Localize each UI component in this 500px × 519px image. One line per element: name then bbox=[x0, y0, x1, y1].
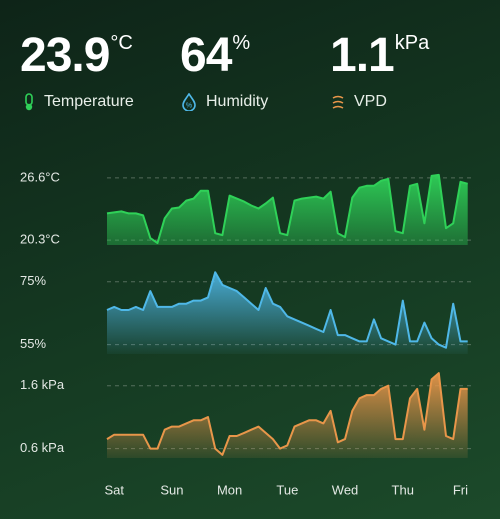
x-tick-label: Mon bbox=[217, 482, 242, 497]
y-tick-label: 1.6 kPa bbox=[20, 377, 65, 392]
y-tick-label: 75% bbox=[20, 273, 46, 288]
area bbox=[107, 373, 468, 458]
legend-item: % Humidity bbox=[180, 93, 268, 111]
stat-value: 1.1 bbox=[330, 29, 395, 82]
x-tick-label: Tue bbox=[276, 482, 298, 497]
stat: 64% bbox=[180, 28, 250, 83]
x-tick-label: Sun bbox=[160, 482, 183, 497]
legend-item: VPD bbox=[330, 93, 387, 111]
y-tick-label: 0.6 kPa bbox=[20, 440, 65, 455]
vpd-icon bbox=[332, 95, 344, 109]
stat: 23.9°C bbox=[20, 28, 133, 83]
legend-label: Temperature bbox=[44, 93, 134, 110]
y-tick-label: 26.6°C bbox=[20, 169, 60, 184]
legend-label: VPD bbox=[354, 93, 387, 110]
stat-value: 64 bbox=[180, 29, 232, 82]
line bbox=[106, 372, 468, 456]
y-tick-label: 55% bbox=[20, 336, 46, 351]
svg-text:%: % bbox=[186, 102, 192, 109]
x-tick-label: Thu bbox=[392, 482, 414, 497]
legend-item: Temperature bbox=[22, 93, 134, 111]
stat-unit: °C bbox=[110, 32, 133, 54]
area bbox=[107, 272, 468, 354]
stat-unit: kPa bbox=[394, 32, 430, 54]
legend-label: Humidity bbox=[206, 93, 269, 110]
y-tick-label: 20.3°C bbox=[20, 232, 60, 247]
stat-value: 23.9 bbox=[20, 29, 110, 82]
area bbox=[107, 174, 468, 245]
stat-unit: % bbox=[232, 32, 251, 54]
x-tick-label: Fri bbox=[453, 482, 468, 497]
stat: 1.1kPa bbox=[330, 28, 429, 83]
line bbox=[106, 173, 468, 244]
thermometer-icon bbox=[25, 93, 33, 111]
x-tick-label: Sat bbox=[104, 482, 124, 497]
x-tick-label: Wed bbox=[332, 482, 359, 497]
line bbox=[106, 271, 468, 349]
humidity-icon: % bbox=[182, 93, 196, 111]
